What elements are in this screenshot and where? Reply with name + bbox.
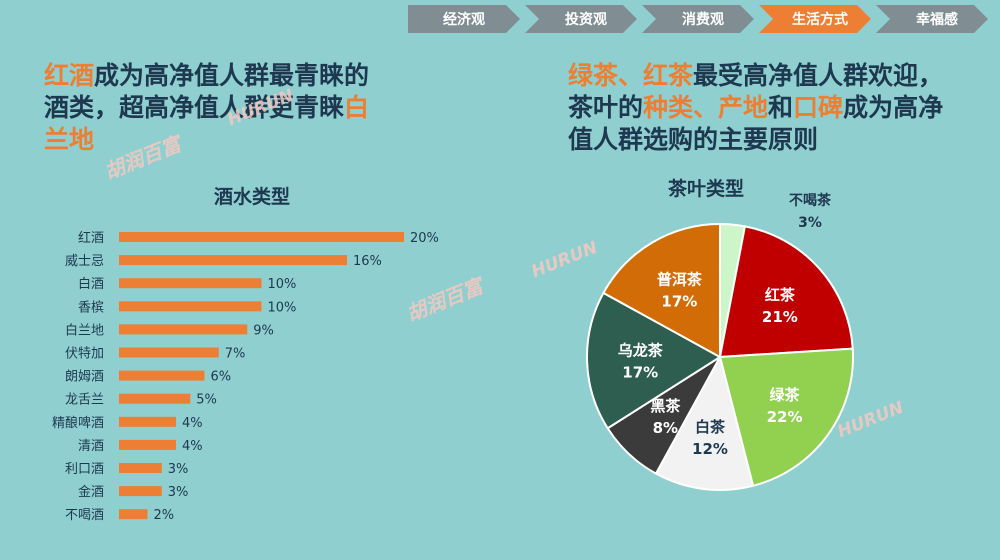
bar-value-label: 3% [168, 485, 189, 500]
bar-value-label: 10% [268, 277, 297, 292]
pie-slice-label: 红茶 [765, 286, 796, 304]
pie-chart-title: 茶叶类型 [668, 178, 745, 200]
pie-slice-value: 17% [622, 364, 658, 382]
bar-category-label: 威士忌 [65, 254, 104, 269]
bar-value-label: 5% [196, 393, 217, 408]
pie-slice [654, 354, 755, 491]
bar [119, 255, 347, 266]
nav-item[interactable]: 投资观 [525, 5, 637, 33]
left-headline: 红酒成为高净值人群最青睐的酒类，超高净值人群更青睐白兰地 [44, 60, 444, 156]
bar-category-label: 金酒 [78, 484, 104, 500]
pie-slice-value: 12% [692, 440, 728, 458]
bar-category-label: 利口酒 [65, 462, 104, 477]
headline-highlight: 种类、产地 [643, 93, 769, 122]
pie-slice [718, 225, 854, 359]
bar-value-label: 4% [182, 416, 203, 431]
bar-category-label: 白酒 [78, 276, 104, 292]
bar [119, 439, 176, 450]
right-headline: 绿茶、红茶最受高净值人群欢迎， 茶叶的种类、产地和口碑成为高净 值人群选购的主要原则 [568, 60, 988, 156]
bar [119, 324, 248, 335]
bar-value-label: 10% [268, 300, 297, 315]
bar-chart-title: 酒水类型 [214, 186, 291, 208]
bar-value-label: 2% [154, 508, 175, 523]
headline-text: 酒类，超高净值人群更青睐 [44, 93, 345, 122]
bar-value-label: 7% [225, 347, 246, 362]
bar-value-label: 6% [211, 370, 232, 385]
bar [119, 301, 262, 312]
headline-text: 茶叶的 [568, 93, 644, 122]
bar-value-label: 9% [253, 323, 274, 338]
headline-highlight: 红酒 [44, 61, 95, 90]
bar-category-label: 白兰地 [65, 322, 104, 338]
bar-category-label: 龙舌兰 [65, 393, 104, 408]
headline-highlight: 白 [344, 93, 370, 122]
headline-highlight: 兰地 [44, 125, 95, 154]
pie-slice-label: 黑茶 [650, 397, 681, 415]
bar [119, 509, 148, 520]
bar-category-label: 清酒 [78, 439, 104, 454]
headline-text: 最受高净值人群欢迎， [693, 61, 944, 90]
headline-highlight: 绿茶、红茶 [568, 61, 694, 90]
headline-text: 值人群选购的主要原则 [568, 125, 819, 154]
headline-highlight: 口碑 [793, 93, 844, 122]
pie-slice-value: 17% [661, 292, 697, 310]
pie-slice-value: 8% [653, 419, 678, 437]
pie-slice-label: 绿茶 [770, 386, 801, 404]
pie-slice-value: 3% [798, 215, 822, 231]
bar [119, 278, 262, 289]
pie-slice [718, 347, 854, 488]
headline-text: 和 [768, 93, 794, 122]
pie-slice [586, 291, 722, 430]
nav-item[interactable]: 幸福感 [876, 5, 988, 33]
nav-item[interactable]: 消费观 [642, 5, 754, 33]
bar-category-label: 红酒 [78, 230, 104, 246]
pie-slice-label: 普洱茶 [657, 270, 703, 288]
bar [119, 463, 162, 473]
bar [119, 347, 219, 358]
bar [119, 393, 191, 404]
bar-category-label: 精酿啤酒 [52, 415, 104, 431]
headline-text: 成为高净值人群最青睐的 [94, 61, 370, 90]
pie-slice [602, 222, 721, 359]
bar-value-label: 3% [168, 462, 189, 477]
bar-value-label: 4% [182, 439, 203, 454]
pie-slice-label: 乌龙茶 [618, 342, 664, 360]
bar-category-label: 朗姆酒 [65, 370, 104, 385]
nav-item[interactable]: 经济观 [408, 5, 520, 33]
bar [119, 232, 404, 242]
nav-breadcrumb: 经济观 投资观 消费观 生活方式 幸福感 [408, 5, 993, 33]
bar [119, 416, 176, 427]
bar [119, 486, 162, 497]
bar [119, 370, 205, 381]
bar-value-label: 16% [353, 254, 382, 269]
bar-value-label: 20% [410, 231, 439, 246]
bar-category-label: 伏特加 [65, 347, 104, 362]
bar-category-label: 不喝酒 [65, 508, 104, 523]
bar-category-label: 香槟 [78, 299, 104, 315]
headline-text: 成为高净 [843, 93, 944, 122]
pie-slice-value: 21% [762, 308, 798, 326]
pie-slice-label: 白茶 [695, 418, 726, 436]
pie-slice-label: 不喝茶 [789, 192, 832, 209]
pie-slice-value: 22% [767, 408, 803, 426]
nav-item[interactable]: 生活方式 [759, 5, 871, 33]
